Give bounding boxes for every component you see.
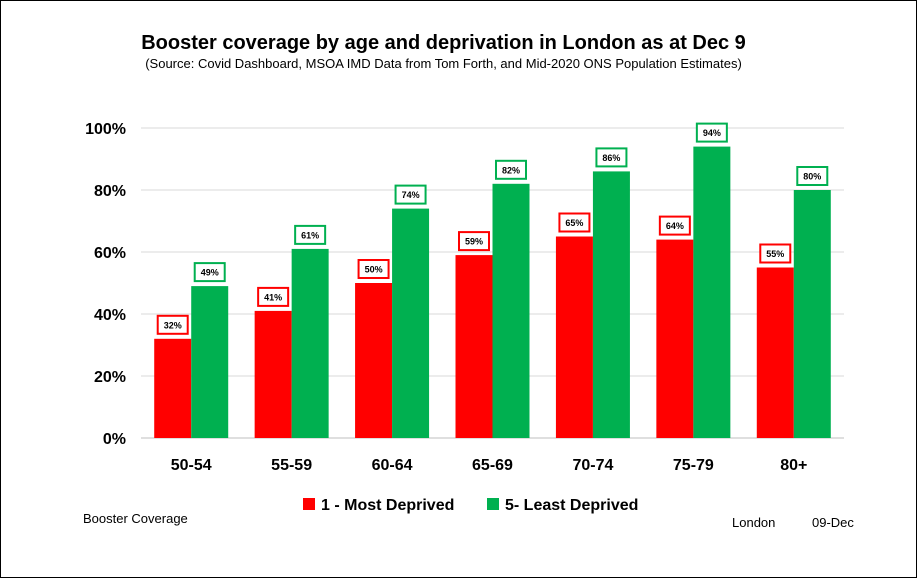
data-label: 64%: [666, 221, 684, 231]
footer-sheet-label: Booster Coverage: [83, 511, 188, 526]
data-label-box: [759, 243, 792, 264]
footer-date: 09-Dec: [812, 515, 854, 530]
data-label: 55%: [766, 249, 784, 259]
bar-least-deprived: [492, 183, 530, 438]
x-tick-label: 55-59: [271, 457, 312, 474]
chart-title: Booster coverage by age and deprivation …: [141, 32, 746, 54]
bar-least-deprived: [793, 190, 831, 438]
bar-most-deprived: [455, 255, 493, 438]
y-tick-label: 0%: [103, 431, 126, 448]
x-tick-label: 80+: [780, 457, 807, 474]
data-label-box: [257, 286, 290, 307]
x-tick-label: 50-54: [171, 457, 212, 474]
bar-least-deprived: [693, 146, 731, 438]
chart-subtitle: (Source: Covid Dashboard, MSOA IMD Data …: [145, 56, 742, 71]
footer-region: London: [732, 515, 776, 530]
x-tick-label: 75-79: [673, 457, 714, 474]
data-label-box: [394, 184, 427, 205]
data-label-box: [458, 231, 490, 252]
data-label-box: [796, 166, 829, 186]
data-label: 61%: [301, 230, 319, 240]
data-label-box: [193, 262, 226, 283]
data-label-box: [357, 259, 390, 279]
x-tick-label: 60-64: [372, 457, 413, 474]
data-label-box: [495, 159, 527, 180]
y-tick-label: 40%: [94, 307, 126, 324]
bar-most-deprived: [355, 283, 393, 438]
bar-most-deprived: [154, 338, 192, 438]
y-tick-label: 80%: [94, 183, 126, 200]
bar-most-deprived: [756, 267, 794, 438]
legend-label: 5- Least Deprived: [505, 497, 638, 514]
bar-most-deprived: [254, 310, 292, 438]
data-label-box: [695, 122, 728, 143]
data-label: 50%: [365, 265, 383, 275]
data-label-box: [658, 215, 691, 236]
data-label: 86%: [602, 153, 620, 163]
bar-least-deprived: [392, 208, 430, 438]
data-label: 74%: [402, 190, 420, 200]
data-label: 94%: [703, 128, 721, 138]
data-label: 59%: [465, 237, 483, 247]
x-tick-label: 70-74: [572, 457, 613, 474]
data-label: 32%: [164, 320, 182, 330]
legend-swatch: [487, 498, 499, 510]
y-tick-label: 60%: [94, 245, 126, 262]
data-label: 82%: [502, 165, 520, 175]
x-tick-label: 65-69: [472, 457, 513, 474]
data-label: 80%: [803, 172, 821, 182]
data-label-box: [558, 212, 591, 233]
data-label-box: [156, 314, 189, 335]
data-label-box: [595, 147, 628, 168]
data-label: 65%: [565, 218, 583, 228]
bar-least-deprived: [191, 286, 229, 438]
bar-least-deprived: [291, 248, 329, 438]
y-tick-label: 100%: [85, 121, 126, 138]
bar-least-deprived: [592, 171, 630, 438]
data-label: 41%: [264, 292, 282, 302]
data-label: 49%: [201, 268, 219, 278]
bar-most-deprived: [656, 239, 694, 438]
bar-most-deprived: [555, 236, 593, 438]
legend-swatch: [303, 498, 315, 510]
data-label-box: [294, 224, 327, 245]
legend-label: 1 - Most Deprived: [321, 497, 454, 514]
y-tick-label: 20%: [94, 369, 126, 386]
